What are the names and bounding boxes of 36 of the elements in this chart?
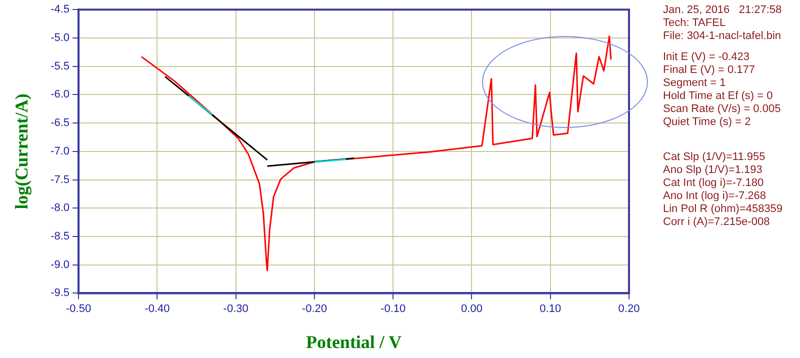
text: Init E (V) = -0.423 [663,51,751,64]
text: Cat Int (log i)=-7.180 [663,177,765,190]
x-tick-label: -0.30 [223,302,248,315]
text: Final E (V) = 0.177 [663,64,756,77]
x-tick-label: -0.40 [144,302,170,315]
y-tick-label: -8.5 [50,230,70,243]
x-tick-label: 0.00 [461,302,482,315]
y-tick-label: -7.0 [50,145,70,158]
x-tick-label: -0.20 [302,302,327,315]
y-tick-label: -4.5 [50,4,70,16]
text: Lin Pol R (ohm)=458359 [663,203,783,216]
x-axis-title: Potential / V [306,332,402,352]
text: Jan. 25, 2016 21:27:58 [663,4,783,17]
y-tick-label: -6.0 [50,88,70,101]
text: Corr i (A)=7.215e-008 [663,216,771,229]
text: Ano Slp (1/V)=1.193 [663,164,764,177]
text: Scan Rate (V/s) = 0.005 [663,103,782,116]
y-tick-label: -6.5 [50,117,70,130]
x-tick-label: 0.20 [618,302,640,315]
text: File: 304-1-nacl-tafel.bin [663,30,782,43]
x-tick-label: -0.10 [380,302,406,315]
text: Ano Int (log i)=-7.268 [663,190,768,203]
y-tick-label: -9.5 [50,287,70,300]
text: Quiet Time (s) = 2 [663,116,752,129]
text: Hold Time at Ef (s) = 0 [663,90,774,103]
text: Tech: TAFEL [663,17,727,30]
text: Segment = 1 [663,77,727,90]
y-tick-label: -9.0 [50,258,70,271]
y-tick-label: -5.0 [50,32,70,44]
text: Cat Slp (1/V)=11.955 [663,151,766,164]
y-tick-label: -5.5 [50,60,70,72]
y-axis-title: log(Current/A) [11,94,32,210]
y-tick-label: -8.0 [50,202,70,214]
x-tick-label: -0.50 [66,302,92,315]
x-tick-label: 0.10 [540,302,562,315]
y-tick-label: -7.5 [50,174,70,186]
